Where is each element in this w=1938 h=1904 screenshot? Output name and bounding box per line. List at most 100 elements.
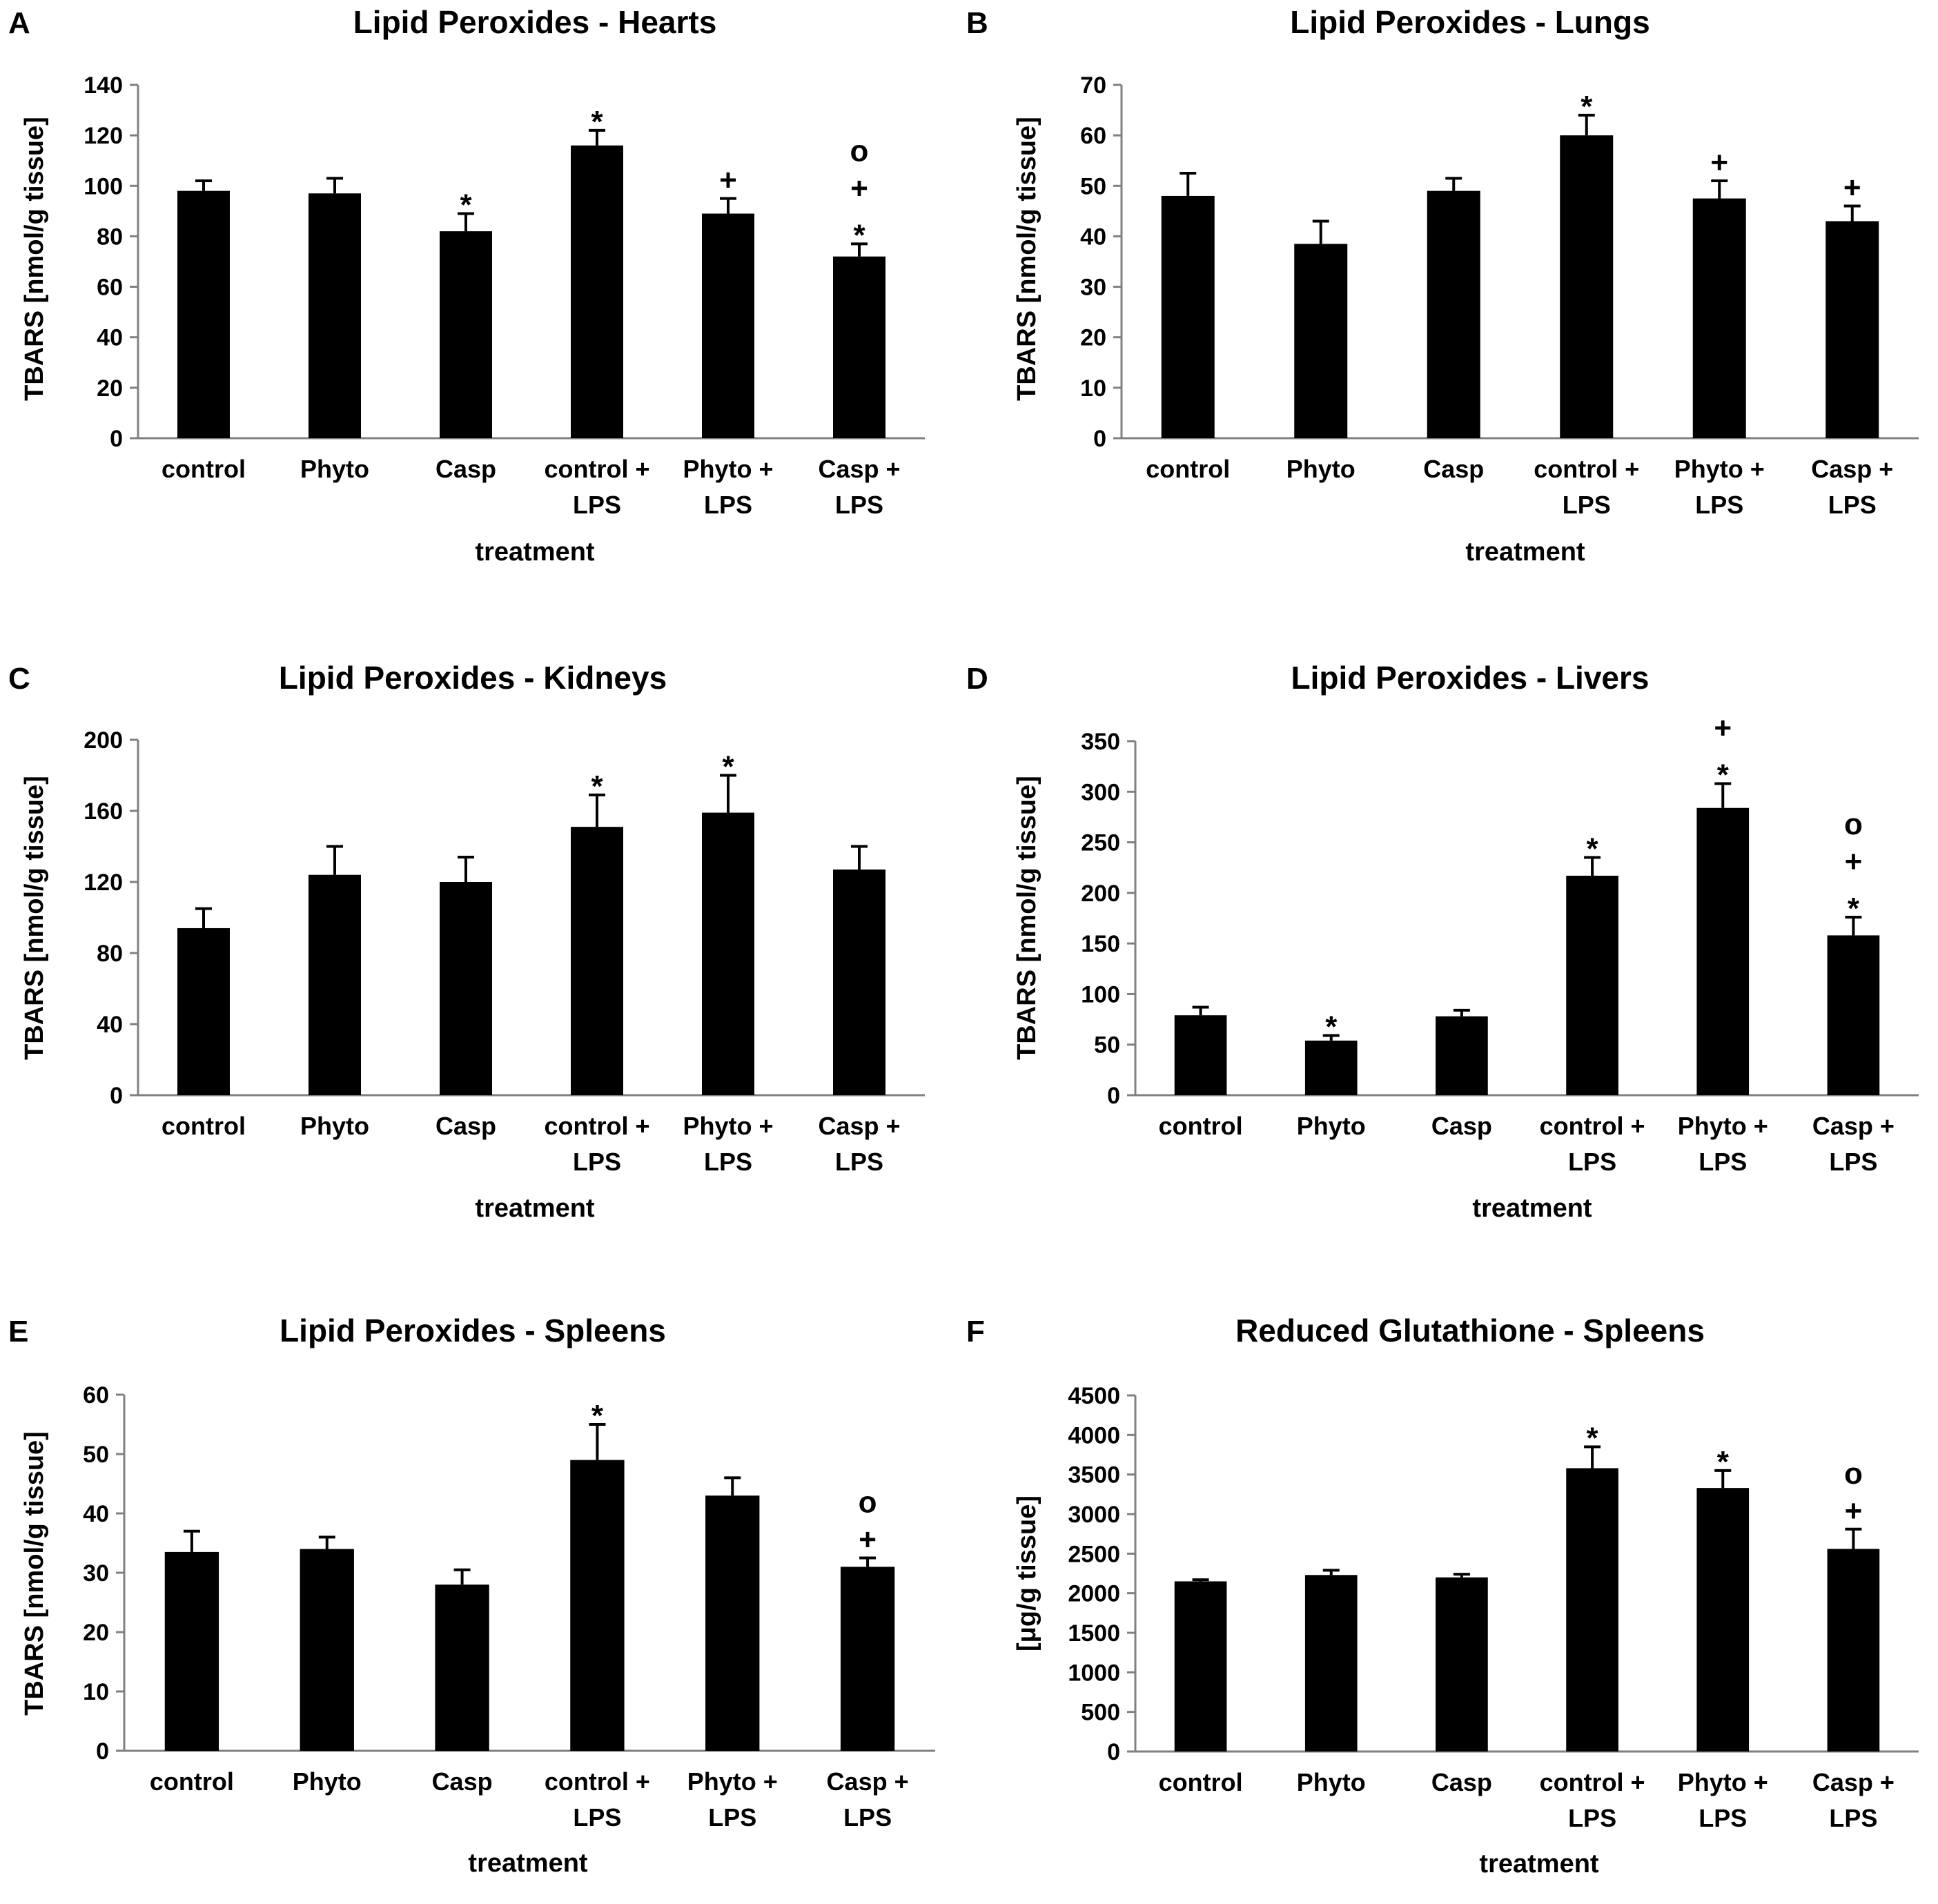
panel-f-significance-mark: *: [1717, 1445, 1730, 1479]
panel-d-y-tick-label: 350: [1081, 729, 1120, 755]
panel-f-y-tick-label: 1500: [1068, 1620, 1120, 1647]
panel-f-title: Reduced Glutathione - Spleens: [1235, 1313, 1705, 1348]
panel-a-significance-mark: +: [719, 164, 737, 197]
panel-d-significance-mark: *: [1325, 1010, 1338, 1044]
panel-d-category-label: control +: [1540, 1112, 1645, 1140]
panel-f-bar: [1436, 1577, 1488, 1751]
panel-e-y-tick-label: 60: [83, 1382, 109, 1409]
panel-a-y-axis-title: TBARS [nmol/g tissue]: [20, 117, 49, 401]
panel-a-y-tick-label: 0: [110, 426, 123, 452]
panel-b-bar: [1560, 135, 1614, 438]
panel-d-category-label: LPS: [1699, 1148, 1747, 1176]
panel-f-category-label: Casp +: [1812, 1768, 1895, 1796]
panel-f-y-axis-title: [μg/g tissue]: [1012, 1495, 1041, 1651]
panel-d-bar: [1827, 935, 1880, 1095]
panel-c-category-label: Phyto +: [683, 1112, 773, 1140]
panel-a-category-label: control +: [544, 455, 649, 483]
panel-f-category-label: control +: [1540, 1768, 1645, 1796]
panel-b-category-label: Casp: [1423, 455, 1484, 483]
panel-a-bar: [702, 213, 754, 438]
panel-b-category-label: LPS: [1563, 491, 1611, 519]
panel-b-y-tick-label: 50: [1080, 173, 1106, 199]
panel-d-category-label: Casp +: [1812, 1112, 1895, 1140]
panel-a-bar: [177, 190, 230, 438]
panel-a-significance-mark: *: [853, 218, 865, 252]
panel-d-significance-mark: o: [1844, 807, 1863, 841]
panel-f-category-label: LPS: [1568, 1804, 1616, 1832]
panel-c-category-label: Casp +: [818, 1112, 900, 1140]
panel-c-y-tick-label: 40: [97, 1012, 123, 1038]
panel-b-category-label: LPS: [1695, 491, 1743, 519]
panel-b-letter: B: [966, 6, 988, 40]
panel-a-bar: [440, 231, 492, 438]
panel-c-title: Lipid Peroxides - Kidneys: [279, 660, 667, 696]
panel-b-x-axis-title: treatment: [1465, 538, 1585, 567]
panel-a-y-tick-label: 60: [97, 275, 123, 301]
panel-e-y-tick-label: 50: [83, 1442, 109, 1468]
panel-a-significance-mark: +: [850, 171, 868, 205]
panel-a-category-label: Phyto: [300, 455, 369, 483]
panel-c-y-tick-label: 120: [84, 870, 123, 896]
panel-c-bar: [571, 827, 623, 1095]
panel-e-x-axis-title: treatment: [468, 1849, 587, 1878]
panel-f-x-axis-title: treatment: [1479, 1849, 1598, 1878]
panel-b-y-tick-label: 20: [1080, 325, 1106, 351]
panel-f-y-tick-label: 2500: [1068, 1541, 1120, 1567]
panel-b-category-label: Phyto +: [1674, 455, 1765, 483]
panel-d-significance-mark: *: [1848, 892, 1860, 925]
panel-c-category-label: control: [162, 1112, 246, 1140]
panel-d-bar: [1436, 1016, 1488, 1095]
panel-f-significance-mark: *: [1587, 1422, 1599, 1455]
panel-d-category-label: LPS: [1829, 1148, 1877, 1176]
panel-d-x-axis-title: treatment: [1472, 1194, 1592, 1223]
panel-c-category-label: control +: [544, 1112, 649, 1140]
panel-b-y-axis-title: TBARS [nmol/g tissue]: [1012, 117, 1041, 401]
panel-b-significance-mark: *: [1580, 90, 1593, 124]
panel-a-y-tick-label: 140: [84, 72, 123, 99]
panel-c-category-label: Phyto: [300, 1112, 369, 1140]
panel-f-y-tick-label: 3000: [1068, 1502, 1120, 1528]
panel-e-category-label: Phyto: [293, 1767, 362, 1796]
panel-f-y-tick-label: 0: [1107, 1739, 1120, 1765]
panel-a-y-tick-label: 80: [97, 224, 123, 250]
panel-f-bar: [1566, 1468, 1618, 1751]
panel-e-category-label: control +: [545, 1767, 650, 1796]
panel-e-significance-mark: o: [859, 1486, 877, 1520]
panel-b-y-tick-label: 30: [1080, 275, 1106, 301]
panel-a-significance-mark: o: [850, 134, 869, 168]
panel-e-category-label: LPS: [708, 1803, 756, 1832]
panel-e-category-label: Casp: [432, 1767, 493, 1796]
panel-c-y-axis-title: TBARS [nmol/g tissue]: [20, 776, 49, 1060]
panel-e-category-label: control: [150, 1767, 234, 1796]
panel-e-y-tick-label: 20: [83, 1620, 109, 1646]
panel-e-bar: [435, 1584, 489, 1751]
panel-a-category-label: control: [162, 455, 246, 483]
panel-d-y-tick-label: 300: [1081, 779, 1120, 805]
panel-b-category-label: control +: [1534, 455, 1639, 483]
panel-d-y-tick-label: 200: [1081, 881, 1120, 907]
panel-c-bar: [833, 869, 885, 1095]
panel-a-bar: [309, 193, 361, 438]
panel-f-letter: F: [966, 1315, 985, 1348]
panel-e-bar: [300, 1549, 354, 1751]
panel-f-category-label: control: [1159, 1768, 1243, 1796]
panel-d-y-tick-label: 50: [1094, 1032, 1120, 1059]
panel-f-bar: [1696, 1488, 1750, 1751]
panel-d-significance-mark: +: [1845, 845, 1863, 879]
panel-c-category-label: LPS: [835, 1148, 883, 1176]
panel-b-bar: [1161, 195, 1215, 438]
panel-a-significance-mark: *: [460, 188, 472, 222]
panel-e-y-tick-label: 10: [83, 1679, 109, 1705]
panel-f-bar: [1827, 1549, 1880, 1751]
panel-e-bar: [164, 1551, 219, 1751]
panel-a-category-label: LPS: [704, 491, 752, 519]
panel-c-bar: [177, 928, 230, 1095]
panel-b-y-tick-label: 0: [1093, 426, 1106, 452]
panel-b-y-tick-label: 60: [1080, 123, 1106, 149]
panel-a-y-tick-label: 120: [84, 123, 123, 149]
panel-b-title: Lipid Peroxides - Lungs: [1290, 4, 1650, 40]
panel-d-category-label: Phyto +: [1678, 1112, 1768, 1140]
panel-d-significance-mark: *: [1587, 832, 1599, 866]
panel-e-bar: [570, 1460, 625, 1751]
panel-b-bar: [1692, 198, 1746, 438]
